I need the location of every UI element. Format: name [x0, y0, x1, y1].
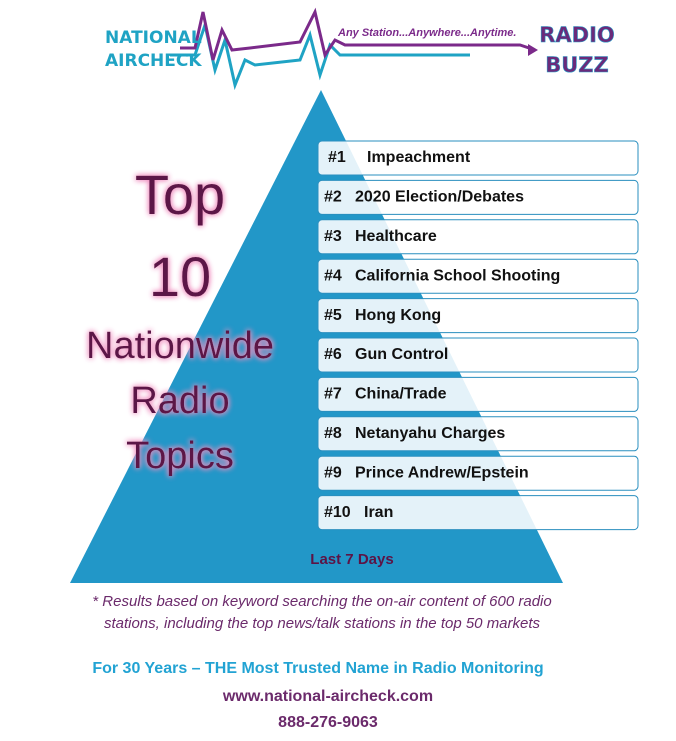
topic-rank: #8 [324, 425, 342, 442]
slogan: For 30 Years – THE Most Trusted Name in … [92, 660, 543, 677]
topic-name: 2020 Election/Debates [355, 189, 524, 206]
heading-line: Topics [126, 435, 234, 477]
footnote-line: stations, including the top news/talk st… [104, 615, 541, 632]
topic-rank: #9 [324, 464, 342, 481]
arrow-head [528, 44, 538, 56]
footnote-line: * Results based on keyword searching the… [92, 593, 551, 610]
topic-name: China/Trade [355, 386, 447, 403]
topic-box [317, 179, 639, 215]
topic-rank: #2 [324, 189, 342, 206]
topic-box [317, 298, 639, 334]
topic-name: California School Shooting [355, 267, 560, 284]
topic-rank: #10 [324, 504, 351, 521]
tagline: Any Station...Anywhere...Anytime. [337, 27, 516, 39]
topic-name: Iran [364, 504, 393, 521]
topic-box [317, 455, 639, 491]
topic-name: Impeachment [367, 149, 471, 166]
topic-name: Netanyahu Charges [355, 425, 505, 442]
waveform-purple [180, 7, 536, 61]
phone: 888-276-9063 [278, 714, 378, 731]
topic-box [317, 258, 639, 294]
topic-rank: #5 [324, 307, 342, 324]
topic-name: Hong Kong [355, 307, 441, 324]
period: Last 7 Days [310, 551, 393, 568]
topic-rank: #3 [324, 228, 342, 245]
badge-line2: BUZZ [545, 53, 609, 77]
topic-name: Gun Control [355, 346, 448, 363]
heading-line: Top [135, 163, 225, 226]
logo-line1: NATIONAL [105, 28, 202, 48]
topic-box [317, 140, 639, 176]
topic-box [317, 219, 639, 255]
logo-line2: AIRCHECK [105, 51, 202, 71]
heading-line: Nationwide [86, 325, 274, 367]
topic-box [317, 376, 639, 412]
heading-line: Radio [130, 380, 229, 422]
topic-box [317, 495, 639, 531]
topic-rank: #4 [324, 267, 342, 284]
url: www.national-aircheck.com [222, 688, 433, 705]
topic-rank: #6 [324, 346, 342, 363]
topic-box [317, 337, 639, 373]
topic-rank: #1 [328, 149, 346, 166]
heading-line: 10 [149, 245, 211, 308]
topic-rank: #7 [324, 386, 342, 403]
topic-box [317, 416, 639, 452]
badge-line1: RADIO [539, 23, 615, 47]
topic-name: Healthcare [355, 228, 437, 245]
topic-name: Prince Andrew/Epstein [355, 464, 529, 481]
